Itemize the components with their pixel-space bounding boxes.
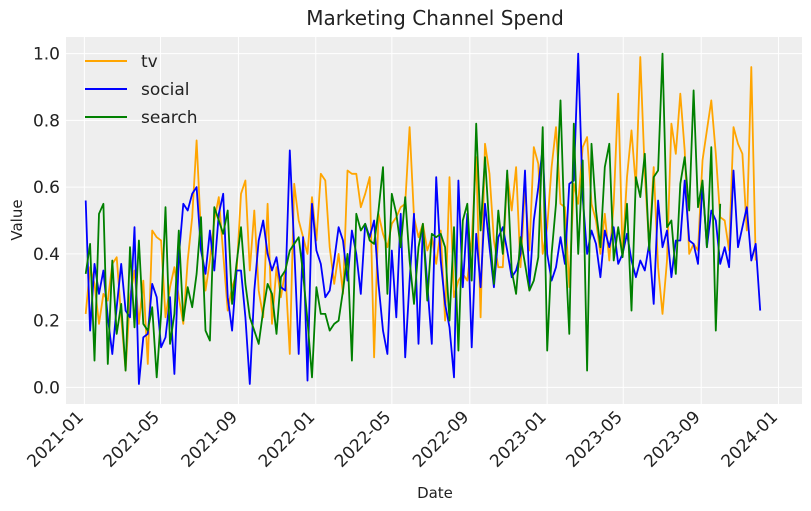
x-tick-label: 2023-05 (562, 407, 626, 471)
x-tick-label: 2022-05 (331, 407, 395, 471)
y-axis: 0.0 0.2 0.4 0.6 0.8 1.0 (33, 45, 60, 399)
x-tick-label: 2024-01 (718, 407, 782, 471)
legend-label-social: social (141, 80, 189, 100)
x-tick-label: 2022-01 (255, 407, 319, 471)
y-tick-label: 0.0 (33, 378, 60, 398)
x-tick-label: 2021-05 (100, 407, 164, 471)
chart-title: Marketing Channel Spend (306, 6, 564, 30)
legend-label-tv: tv (141, 52, 158, 72)
series-line-search (84, 52, 722, 379)
y-tick-label: 0.8 (33, 111, 60, 131)
grid (66, 37, 802, 404)
series-layer (84, 52, 762, 385)
x-axis-label: Date (417, 484, 453, 502)
x-axis: 2021-01 2021-05 2021-09 2022-01 2022-05 2022-… (24, 407, 783, 471)
x-tick-label: 2021-09 (178, 407, 242, 471)
y-tick-label: 0.2 (33, 312, 60, 332)
x-tick-label: 2023-01 (486, 407, 550, 471)
x-tick-label: 2021-01 (24, 407, 88, 471)
x-tick-label: 2023-09 (640, 407, 704, 471)
legend: tv social search (85, 52, 197, 128)
y-axis-label: Value (8, 199, 26, 240)
y-tick-label: 0.4 (33, 245, 60, 265)
y-tick-label: 1.0 (33, 45, 60, 65)
legend-label-search: search (141, 108, 197, 128)
y-tick-label: 0.6 (33, 178, 60, 198)
x-tick-label: 2022-09 (409, 407, 473, 471)
